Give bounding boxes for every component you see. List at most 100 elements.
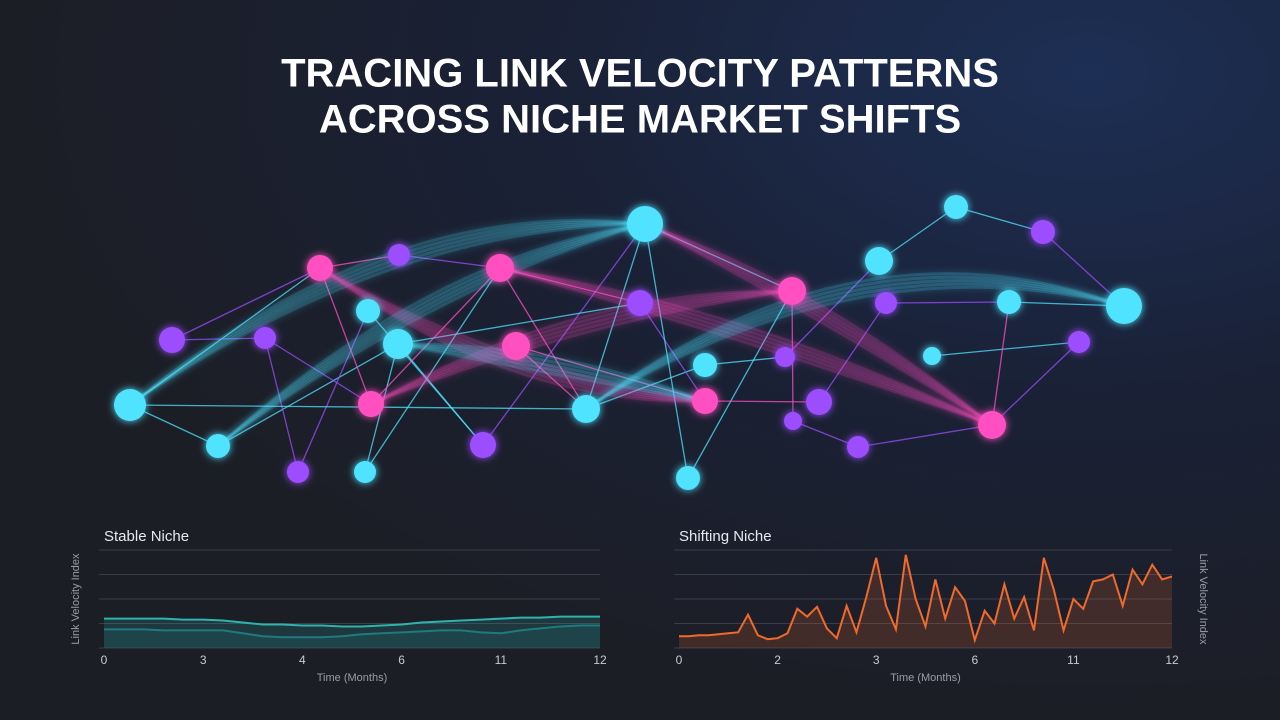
network-node bbox=[875, 292, 897, 314]
network-arc bbox=[585, 275, 1125, 411]
network-node bbox=[1106, 288, 1142, 324]
network-edge bbox=[955, 206, 1044, 233]
network-arc bbox=[644, 222, 993, 427]
network-arc bbox=[644, 222, 993, 427]
network-node bbox=[356, 299, 380, 323]
network-arc bbox=[397, 342, 706, 403]
page-title: ACROSS NICHE MARKET SHIFTS bbox=[319, 98, 961, 142]
network-edge bbox=[818, 302, 887, 403]
network-node bbox=[847, 436, 869, 458]
network-arc bbox=[217, 222, 646, 448]
network-arc bbox=[644, 222, 993, 427]
network-illustration bbox=[114, 195, 1142, 490]
x-tick-label: 0 bbox=[676, 653, 683, 667]
series-area bbox=[679, 554, 1172, 648]
network-node bbox=[287, 461, 309, 483]
network-edge bbox=[885, 301, 1010, 304]
x-tick-label: 12 bbox=[593, 653, 607, 667]
network-node bbox=[692, 388, 718, 414]
network-arc bbox=[129, 221, 646, 407]
chart-title: Shifting Niche bbox=[679, 528, 772, 545]
network-node bbox=[676, 466, 700, 490]
network-node bbox=[923, 347, 941, 365]
network-arc bbox=[585, 272, 1125, 411]
page-title: TRACING LINK VELOCITY PATTERNS bbox=[281, 52, 999, 96]
network-arc bbox=[129, 218, 646, 407]
network-edge bbox=[931, 341, 1080, 357]
network-node bbox=[502, 332, 530, 360]
network-arc bbox=[397, 342, 706, 403]
network-node bbox=[997, 290, 1021, 314]
network-node bbox=[159, 327, 185, 353]
x-tick-label: 11 bbox=[1067, 653, 1080, 667]
network-arc bbox=[129, 222, 646, 407]
network-arc bbox=[644, 222, 993, 427]
chart-title: Stable Niche bbox=[104, 528, 189, 545]
x-tick-label: 3 bbox=[200, 653, 207, 667]
y-axis-label: Link Velocity Index bbox=[1197, 553, 1209, 645]
series-line bbox=[104, 615, 600, 628]
network-node bbox=[865, 247, 893, 275]
network-node bbox=[114, 389, 146, 421]
network-node bbox=[693, 353, 717, 377]
network-edge bbox=[364, 267, 501, 473]
network-edge bbox=[171, 267, 321, 341]
network-node bbox=[206, 434, 230, 458]
x-tick-label: 11 bbox=[495, 653, 508, 667]
series-line bbox=[104, 624, 600, 639]
network-node bbox=[486, 254, 514, 282]
network-edge bbox=[792, 420, 859, 448]
network-edge bbox=[499, 267, 587, 410]
network-node bbox=[978, 411, 1006, 439]
network-edge bbox=[991, 341, 1080, 426]
series-line bbox=[679, 554, 1173, 644]
network-arc bbox=[585, 282, 1125, 411]
network-arc bbox=[217, 222, 646, 448]
network-node bbox=[470, 432, 496, 458]
network-node bbox=[572, 395, 600, 423]
network-arc bbox=[499, 266, 993, 427]
network-edge bbox=[687, 290, 793, 479]
network-node bbox=[1068, 331, 1090, 353]
x-tick-label: 6 bbox=[398, 653, 405, 667]
network-edge bbox=[217, 343, 399, 447]
network-edge bbox=[704, 356, 786, 366]
x-axis-label: Time (Months) bbox=[890, 672, 961, 684]
network-edge bbox=[397, 343, 484, 446]
network-edge bbox=[857, 424, 993, 448]
network-edge bbox=[991, 301, 1010, 426]
x-tick-label: 2 bbox=[774, 653, 781, 667]
network-node bbox=[627, 290, 653, 316]
x-tick-label: 6 bbox=[971, 653, 978, 667]
network-node bbox=[254, 327, 276, 349]
network-node bbox=[354, 461, 376, 483]
network-edge bbox=[784, 260, 880, 358]
network-node bbox=[383, 329, 413, 359]
network-edge bbox=[129, 404, 219, 447]
x-tick-label: 4 bbox=[299, 653, 306, 667]
network-edge bbox=[319, 254, 400, 269]
network-node bbox=[944, 195, 968, 219]
network-arc bbox=[499, 266, 993, 427]
network-arc bbox=[217, 222, 646, 448]
network-arc bbox=[129, 220, 646, 407]
network-arc bbox=[370, 289, 793, 406]
network-node bbox=[627, 206, 663, 242]
x-tick-label: 0 bbox=[101, 653, 108, 667]
network-edge bbox=[1042, 231, 1125, 307]
network-edge bbox=[297, 310, 369, 473]
network-arc bbox=[397, 342, 706, 403]
series-area bbox=[104, 616, 600, 648]
network-arc bbox=[585, 279, 1125, 411]
network-edge bbox=[878, 206, 957, 262]
network-node bbox=[388, 244, 410, 266]
network-edge bbox=[704, 400, 820, 403]
network-edge bbox=[1008, 301, 1125, 307]
network-node bbox=[358, 391, 384, 417]
x-tick-label: 12 bbox=[1165, 653, 1179, 667]
x-axis-label: Time (Months) bbox=[317, 672, 388, 684]
network-node bbox=[784, 412, 802, 430]
network-node bbox=[778, 277, 806, 305]
network-edge bbox=[644, 223, 689, 479]
